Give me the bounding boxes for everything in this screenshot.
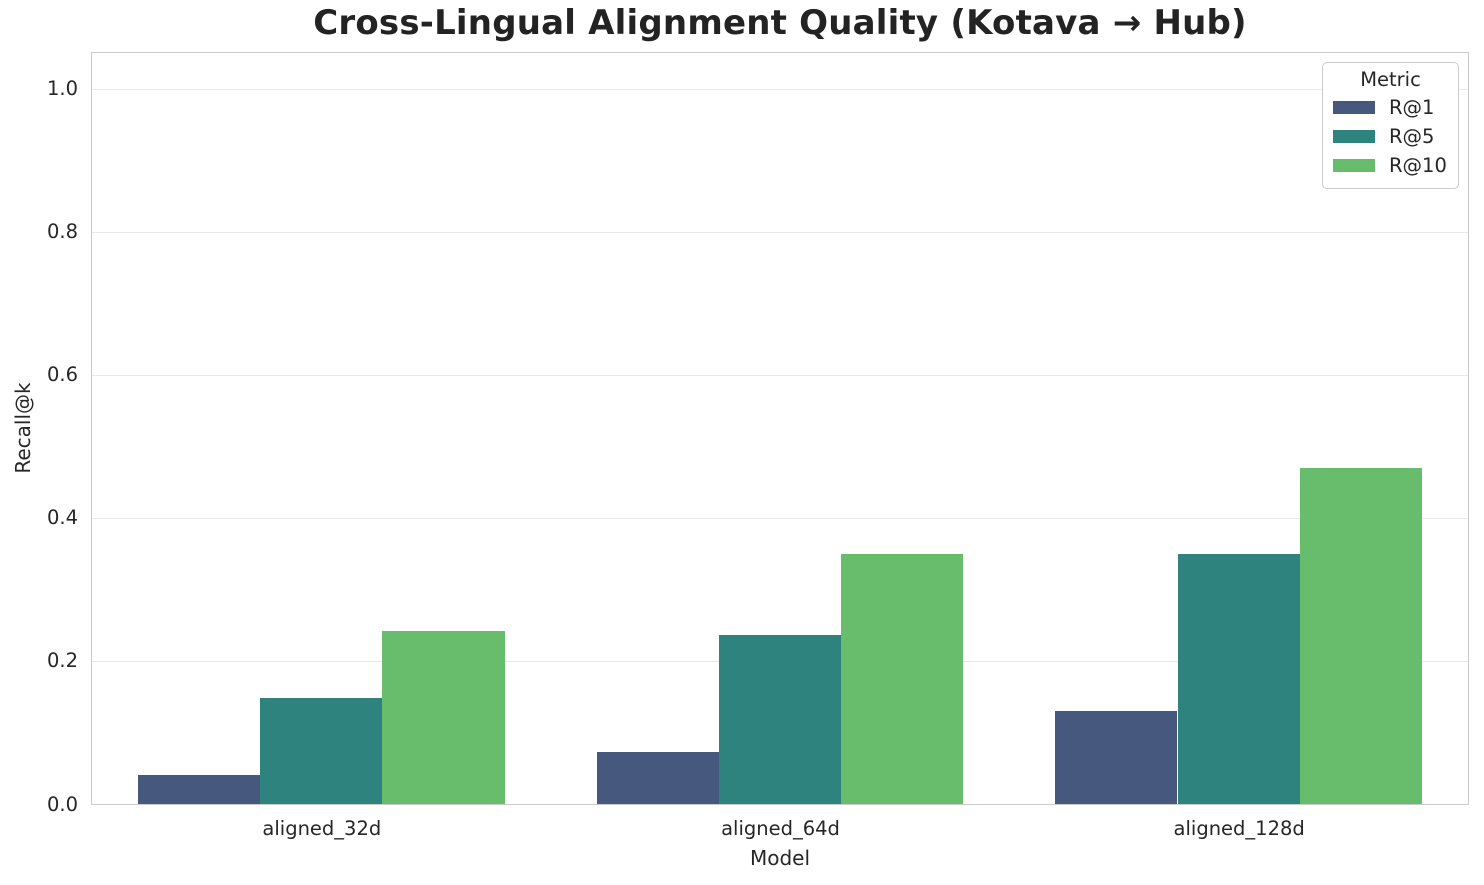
y-tick-label: 0.2 — [46, 649, 78, 673]
legend-label: R@10 — [1389, 154, 1447, 177]
legend-label: R@5 — [1389, 125, 1435, 148]
bar-aligned_32d-R@5 — [260, 698, 383, 804]
legend: Metric R@1 R@5 R@10 — [1322, 62, 1459, 189]
y-tick-label: 1.0 — [46, 77, 78, 101]
bar-aligned_32d-R@1 — [137, 775, 261, 804]
gridline — [92, 517, 1468, 520]
plot-area — [91, 52, 1469, 805]
gridline — [92, 231, 1468, 234]
legend-swatch — [1333, 159, 1375, 172]
legend-title: Metric — [1360, 68, 1421, 91]
bar-aligned_128d-R@10 — [1299, 467, 1423, 804]
bar-aligned_64d-R@5 — [718, 635, 842, 804]
bar-aligned_32d-R@10 — [382, 630, 505, 804]
y-tick-label: 0.6 — [46, 363, 78, 387]
gridline — [92, 374, 1468, 377]
bar-aligned_64d-R@10 — [841, 553, 964, 804]
bar-aligned_128d-R@5 — [1177, 553, 1300, 804]
y-tick-label: 0.0 — [46, 792, 78, 816]
legend-label: R@1 — [1389, 96, 1435, 119]
legend-item-R@10: R@10 — [1331, 151, 1450, 180]
legend-swatch — [1333, 130, 1375, 143]
bar-aligned_128d-R@1 — [1055, 711, 1178, 804]
y-tick-label: 0.8 — [46, 220, 78, 244]
legend-item-R@5: R@5 — [1331, 122, 1450, 151]
bar-aligned_64d-R@1 — [596, 751, 719, 804]
x-tick-label: aligned_32d — [262, 817, 382, 840]
x-tick-label: aligned_128d — [1173, 817, 1305, 840]
chart-title: Cross-Lingual Alignment Quality (Kotava … — [313, 3, 1247, 43]
x-axis-label: Model — [749, 846, 811, 870]
y-axis-label: Recall@k — [11, 382, 35, 474]
x-tick-label: aligned_64d — [721, 817, 840, 840]
gridline — [92, 88, 1468, 91]
legend-item-R@1: R@1 — [1331, 93, 1450, 122]
legend-swatch — [1333, 101, 1375, 114]
y-tick-label: 0.4 — [46, 506, 78, 530]
